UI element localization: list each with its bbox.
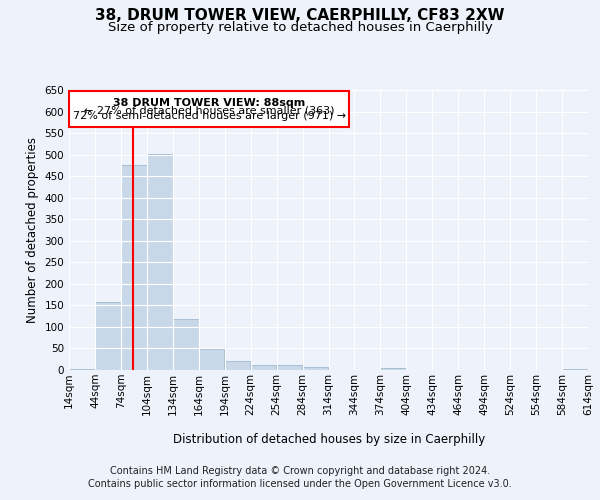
FancyBboxPatch shape xyxy=(69,92,349,128)
Bar xyxy=(69,368,95,370)
Text: ← 27% of detached houses are smaller (363): ← 27% of detached houses are smaller (36… xyxy=(84,105,334,115)
Bar xyxy=(199,349,224,370)
Bar xyxy=(225,360,250,370)
Text: Size of property relative to detached houses in Caerphilly: Size of property relative to detached ho… xyxy=(107,21,493,34)
Text: Contains HM Land Registry data © Crown copyright and database right 2024.: Contains HM Land Registry data © Crown c… xyxy=(110,466,490,476)
Bar xyxy=(121,164,146,370)
Bar xyxy=(380,368,406,370)
Bar xyxy=(562,368,588,370)
Text: 38 DRUM TOWER VIEW: 88sqm: 38 DRUM TOWER VIEW: 88sqm xyxy=(113,98,305,108)
Bar xyxy=(277,365,302,370)
Text: Distribution of detached houses by size in Caerphilly: Distribution of detached houses by size … xyxy=(173,432,485,446)
Text: 72% of semi-detached houses are larger (971) →: 72% of semi-detached houses are larger (… xyxy=(73,111,346,121)
Y-axis label: Number of detached properties: Number of detached properties xyxy=(26,137,39,323)
Bar xyxy=(147,154,173,370)
Bar xyxy=(95,302,121,370)
Bar xyxy=(173,319,199,370)
Text: 38, DRUM TOWER VIEW, CAERPHILLY, CF83 2XW: 38, DRUM TOWER VIEW, CAERPHILLY, CF83 2X… xyxy=(95,8,505,22)
Bar xyxy=(251,365,277,370)
Bar xyxy=(303,367,328,370)
Text: Contains public sector information licensed under the Open Government Licence v3: Contains public sector information licen… xyxy=(88,479,512,489)
